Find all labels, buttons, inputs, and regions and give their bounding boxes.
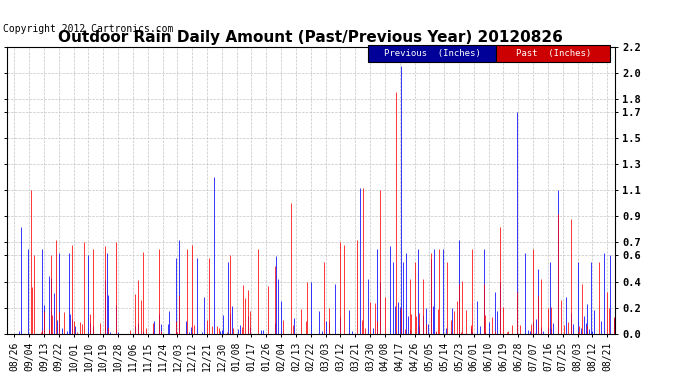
Text: Past  (Inches): Past (Inches) <box>515 49 591 58</box>
Title: Outdoor Rain Daily Amount (Past/Previous Year) 20120826: Outdoor Rain Daily Amount (Past/Previous… <box>59 30 563 45</box>
Text: Previous  (Inches): Previous (Inches) <box>384 49 481 58</box>
FancyBboxPatch shape <box>368 45 496 62</box>
Text: Copyright 2012 Cartronics.com: Copyright 2012 Cartronics.com <box>3 24 174 34</box>
FancyBboxPatch shape <box>496 45 611 62</box>
